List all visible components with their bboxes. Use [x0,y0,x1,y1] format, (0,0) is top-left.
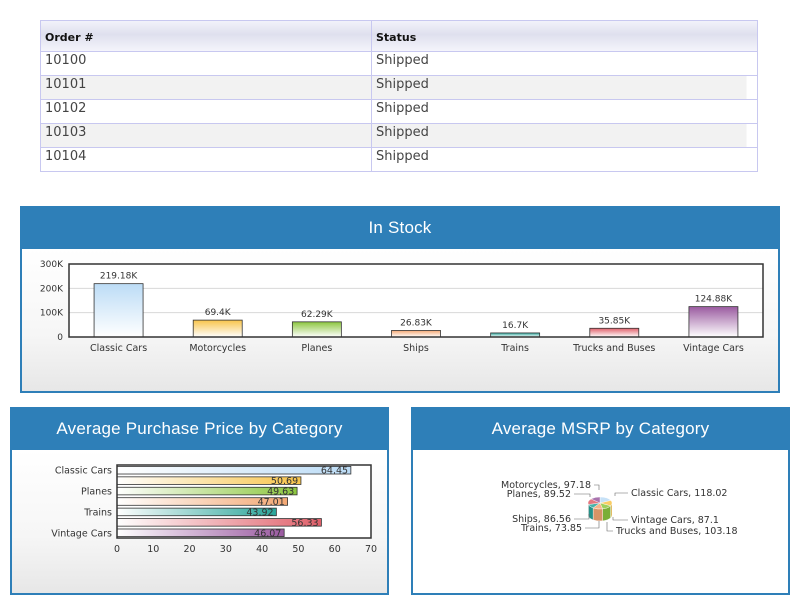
x-tick-label: 40 [256,544,268,555]
bar [291,321,342,338]
orders-table: Order # Status 10100 Shipped 10101 Shipp… [40,20,758,172]
bar [93,283,144,338]
order-number-cell: 10103 [41,124,372,147]
data-label: 46.07 [254,528,281,539]
leader-line [614,492,628,496]
x-tick-label: 60 [329,544,341,555]
data-label: 47.01 [258,497,285,508]
slice-label: Ships, 86.56 [512,514,571,525]
x-tick-label: 10 [147,544,159,555]
slice-label: Classic Cars, 118.02 [631,488,727,499]
data-label: 69.4K [205,308,232,318]
avg-purchase-panel: Average Purchase Price by Category 64.45… [10,407,389,595]
table-header: Order # Status [41,21,757,52]
slice-label: Trains, 73.85 [520,523,582,534]
status-cell: Shipped [372,76,757,99]
y-tick-label: 200K [40,284,64,294]
table-row[interactable]: 10102 Shipped [41,100,757,124]
data-label: 35.85K [598,316,631,326]
slice-label: Vintage Cars, 87.1 [631,515,719,526]
panel-title: Average MSRP by Category [491,419,710,438]
bar [688,306,739,338]
data-label: 56.33 [291,518,318,529]
x-tick-label: Planes [301,343,332,354]
column-header-status[interactable]: Status [376,31,417,44]
data-label: 124.88K [695,295,733,305]
order-number-cell: 10100 [41,52,372,75]
panel-body: Classic Cars, 118.02 Motorcycles, 97.18 Pl… [413,450,788,593]
y-tick-label: 300K [40,260,64,270]
table-row[interactable]: 10104 Shipped [41,148,757,172]
panel-body: 0 100K 200K 300K 219.18K Classic Cars 69.4K Mot… [22,249,778,391]
data-label: 50.69 [271,476,298,487]
status-cell: Shipped [372,124,757,147]
slice-label: Trucks and Buses, 103.18 [615,526,737,537]
y-tick-label: Classic Cars [55,466,112,477]
avg-msrp-chart: Classic Cars, 118.02 Motorcycles, 97.18Pl… [501,480,737,537]
x-tick-label: Motorcycles [189,343,246,354]
data-label: 64.45 [321,466,348,477]
x-tick-label: Trucks and Buses [572,343,655,354]
pie-slice-side [592,507,603,522]
panel-title: In Stock [368,218,432,237]
order-number-cell: 10101 [41,76,372,99]
bar [116,466,352,475]
leader-line [574,514,590,520]
in-stock-panel: In Stock 0 100K 200K 300K 219.18K Classic Car… [20,206,780,393]
x-tick-label: 70 [365,544,377,555]
x-tick-label: Ships [403,343,429,354]
slice-label: Planes, 89.52 [507,489,571,500]
x-tick-label: Classic Cars [90,343,147,354]
plot-frame [116,464,372,539]
data-label: 62.29K [301,310,334,320]
order-number-cell: 10102 [41,100,372,123]
data-label: 26.83K [400,318,433,328]
status-cell: Shipped [376,101,429,116]
data-label: 49.63 [267,487,294,498]
leader-line [574,493,591,497]
plot-frame [68,263,764,338]
x-tick-label: 0 [114,544,120,555]
x-tick-label: Trains [500,343,529,354]
data-label: 219.18K [100,272,138,282]
slice-label: Motorcycles, 97.18 [501,480,591,491]
y-tick-label: 100K [40,309,64,319]
pie-slice [590,496,601,504]
table-row[interactable]: 10101 Shipped [41,76,757,100]
in-stock-chart: 0 100K 200K 300K 219.18K Classic Cars 69.4K Mot… [40,260,764,354]
data-label: 16.7K [502,321,529,331]
plot-area [69,264,763,337]
leader-line [585,521,600,529]
leader-line [612,517,628,521]
table-row[interactable]: 10100 Shipped [41,52,757,76]
y-tick-label: Trains [83,507,112,518]
y-tick-label: 0 [57,333,63,343]
leader-line [606,522,613,532]
y-tick-label: Vintage Cars [51,528,112,539]
table-row[interactable]: 10103 Shipped [41,124,757,148]
panel-title: Average Purchase Price by Category [56,419,343,438]
y-tick-label: Planes [81,487,112,498]
x-tick-label: 30 [220,544,232,555]
data-label: 43.92 [246,507,273,518]
x-tick-label: Vintage Cars [683,343,744,354]
bar [192,319,243,338]
x-tick-label: 50 [292,544,304,555]
order-number-cell: 10104 [41,148,372,172]
avg-msrp-panel: Average MSRP by Category Classic Cars, 1… [411,407,790,595]
bar [589,327,640,338]
panel-body: 64.45 Classic Cars 50.69 49.63 Planes 47.01 43… [12,450,387,593]
column-header-order[interactable]: Order # [41,21,372,51]
leader-line [594,484,600,490]
bar [391,330,441,338]
status-cell: Shipped [376,53,429,68]
x-tick-label: 20 [184,544,196,555]
status-cell: Shipped [376,149,429,164]
